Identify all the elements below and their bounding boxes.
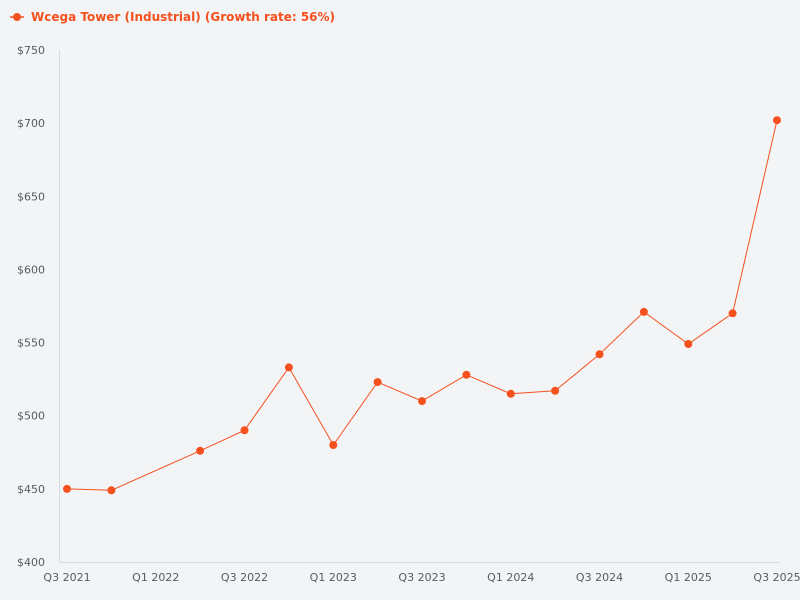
data-point[interactable] [63, 484, 71, 493]
x-tick-label: Q3 2024 [576, 571, 623, 584]
y-tick-label: $600 [17, 263, 45, 276]
x-tick-label: Q3 2023 [398, 571, 445, 584]
x-tick-label: Q1 2022 [132, 571, 179, 584]
series-wcega-tower [63, 116, 781, 495]
data-point[interactable] [329, 441, 338, 449]
x-tick-label: Q3 2025 [753, 571, 800, 584]
legend-label: Wcega Tower (Industrial) (Growth rate: 5… [31, 10, 335, 24]
y-tick-label: $450 [17, 483, 45, 496]
data-point[interactable] [773, 116, 781, 125]
data-point[interactable] [107, 486, 116, 495]
data-point[interactable] [551, 386, 560, 395]
y-tick-label: $650 [17, 190, 45, 203]
data-point[interactable] [240, 426, 249, 435]
data-point[interactable] [418, 397, 426, 406]
data-point[interactable] [462, 370, 471, 379]
x-tick-label: Q1 2025 [665, 571, 712, 584]
x-tick-label: Q3 2022 [221, 571, 268, 584]
data-point[interactable] [595, 350, 604, 359]
data-point[interactable] [684, 340, 693, 348]
x-tick-label: Q1 2023 [310, 571, 357, 584]
data-point[interactable] [373, 378, 382, 387]
y-tick-label: $500 [17, 410, 45, 423]
series-line [66, 120, 778, 491]
y-tick-label: $700 [17, 117, 45, 130]
y-axis-ticks: $400 $450 $500 $550 $600 $650 $700 $750 [17, 44, 45, 569]
legend-marker-icon [13, 13, 21, 21]
y-tick-label: $750 [17, 44, 45, 57]
data-point[interactable] [728, 309, 737, 318]
y-tick-label: $400 [17, 556, 45, 569]
x-tick-label: Q1 2024 [487, 571, 534, 584]
data-point[interactable] [284, 363, 293, 372]
x-axis-ticks: Q3 2021 Q1 2022 Q3 2022 Q1 2023 Q3 2023 Q1 20… [43, 571, 800, 584]
legend[interactable]: Wcega Tower (Industrial) (Growth rate: 5… [10, 10, 335, 24]
data-point[interactable] [196, 446, 205, 455]
data-point[interactable] [639, 307, 648, 316]
data-point[interactable] [506, 389, 515, 398]
y-tick-label: $550 [17, 337, 45, 350]
x-tick-label: Q3 2021 [43, 571, 90, 584]
